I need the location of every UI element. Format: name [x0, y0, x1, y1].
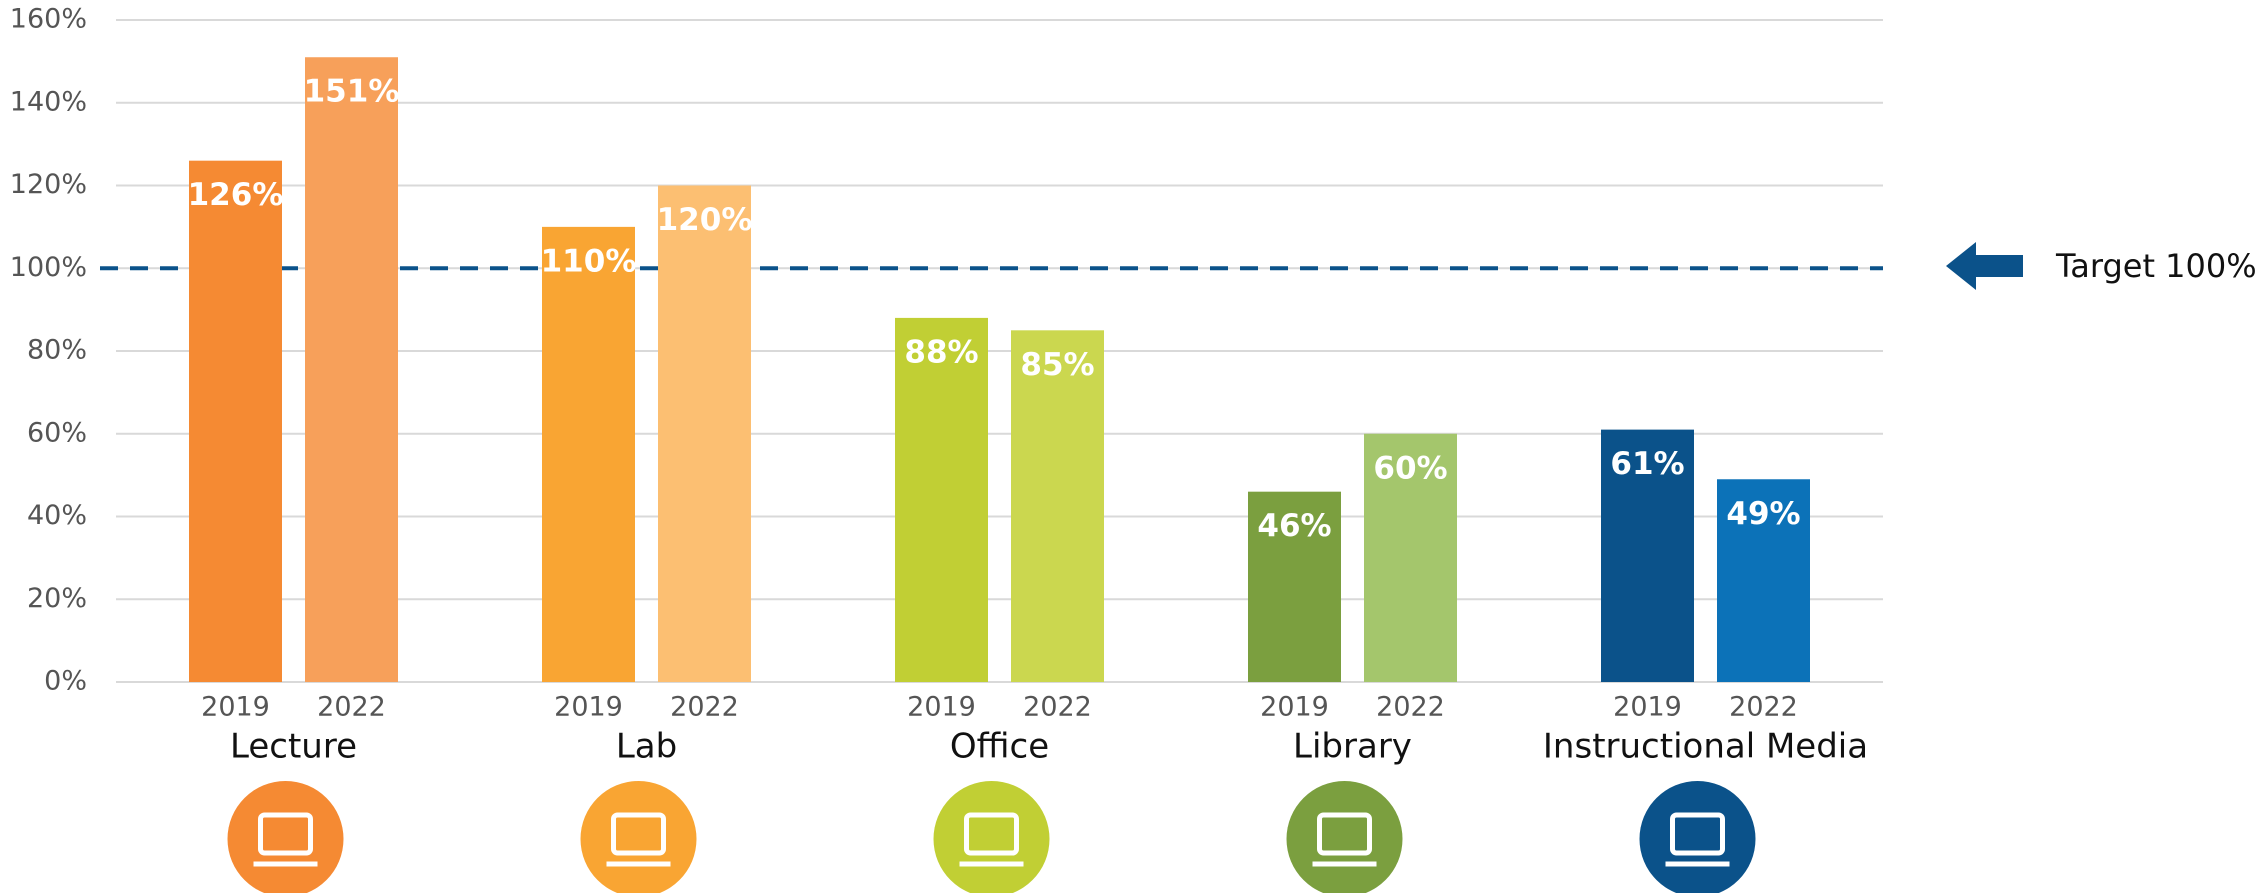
bar [1011, 330, 1104, 682]
year-label: 2019 [907, 692, 976, 723]
year-label: 2019 [201, 692, 270, 723]
target-arrow [1946, 242, 2023, 290]
year-label: 2022 [1729, 692, 1798, 723]
value-label: 60% [1373, 450, 1447, 486]
icon-glyph [964, 812, 1019, 856]
y-tick-label: 60% [27, 417, 87, 448]
value-label: 88% [904, 334, 978, 370]
value-label: 85% [1020, 347, 1094, 383]
bar [542, 226, 635, 682]
category-label: Instructional Media [1543, 727, 1868, 767]
value-label: 46% [1257, 508, 1331, 544]
year-label: 2019 [554, 692, 623, 723]
y-tick-label: 140% [10, 86, 87, 117]
category-label: Lab [616, 727, 677, 767]
bar [189, 160, 282, 683]
category-icon [580, 781, 697, 893]
y-tick-label: 0% [44, 666, 87, 697]
year-label: 2019 [1613, 692, 1682, 723]
bar [305, 57, 398, 683]
value-label: 61% [1610, 446, 1684, 482]
category-icon [1286, 781, 1403, 893]
icon-glyph [1317, 812, 1372, 856]
y-tick-label: 80% [27, 335, 87, 366]
value-label: 126% [188, 177, 284, 213]
y-tick-label: 100% [10, 252, 87, 283]
value-label: 110% [541, 243, 637, 279]
icon-glyph [611, 812, 666, 856]
value-label: 49% [1726, 496, 1800, 532]
category-icon [933, 781, 1050, 893]
y-tick-label: 40% [27, 500, 87, 531]
year-label: 2022 [670, 692, 739, 723]
year-label: 2022 [317, 692, 386, 723]
y-tick-label: 160% [10, 4, 87, 35]
bar [1601, 429, 1694, 682]
category-label: Office [950, 727, 1049, 767]
category-icon [1639, 781, 1756, 893]
year-label: 2022 [1376, 692, 1445, 723]
icon-glyph [258, 812, 313, 856]
bar [1717, 479, 1810, 682]
category-label: Library [1293, 727, 1412, 767]
value-label: 120% [657, 202, 753, 238]
category-icon [227, 781, 344, 893]
bar [1364, 433, 1457, 682]
icon-glyph [1670, 812, 1725, 856]
category-label: Lecture [230, 727, 357, 767]
bar [895, 317, 988, 682]
y-tick-label: 20% [27, 583, 87, 614]
y-tick-label: 120% [10, 169, 87, 200]
target-label: Target 100% [2055, 247, 2257, 285]
value-label: 151% [304, 74, 400, 110]
bar [658, 185, 751, 682]
bar [1248, 491, 1341, 682]
year-label: 2022 [1023, 692, 1092, 723]
year-label: 2019 [1260, 692, 1329, 723]
